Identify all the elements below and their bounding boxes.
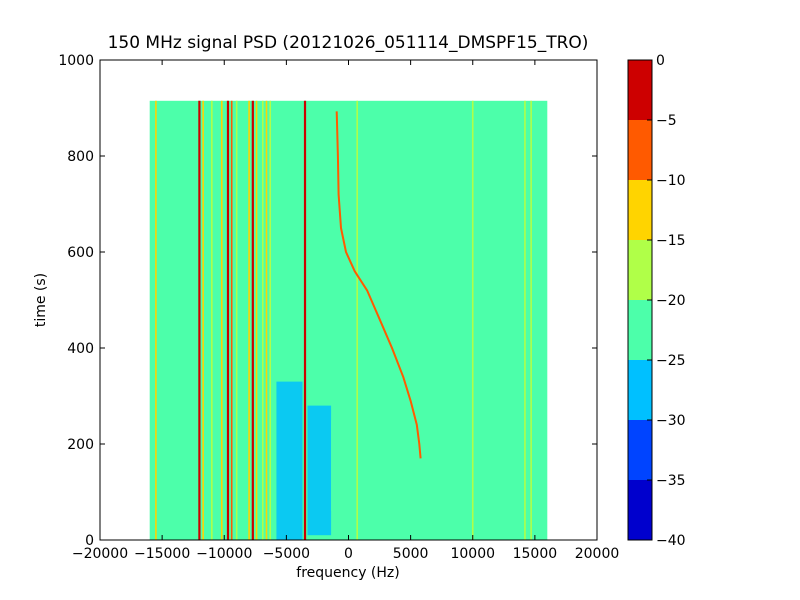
x-tick-label: −20000 [72,546,128,562]
colorbar-band-1 [628,420,652,480]
colorbar-band-4 [628,240,652,300]
x-tick-label: −15000 [134,546,190,562]
y-tick-label: 1000 [58,53,94,69]
noise-patch-0 [307,405,332,536]
colorbar-tick-label: −25 [656,353,686,369]
colorbar-band-2 [628,360,652,420]
y-tick-label: 0 [85,533,94,549]
noise-patch-2 [331,420,337,512]
x-tick-label: 0 [344,546,353,562]
x-tick-label: 20000 [575,546,620,562]
doppler-curve [335,111,422,459]
y-tick-label: 200 [67,437,94,453]
colorbar-band-5 [628,180,652,240]
colorbar-band-0 [628,480,652,540]
colorbar-tick-label: −10 [656,173,686,189]
colorbar-tick-label: −20 [656,293,686,309]
colorbar-tick-label: −30 [656,413,686,429]
y-axis: 0 200 400 600 800 1000 [58,53,597,549]
y-tick-label: 400 [67,341,94,357]
plot-area [99,59,598,541]
x-tick-label: −5000 [263,546,310,562]
colorbar-tick-label: −15 [656,233,686,249]
colorbar-band-7 [628,60,652,120]
noise-patch-1 [276,381,303,540]
y-tick-label: 600 [67,245,94,261]
colorbar-tick-label: −5 [656,113,677,129]
colorbar: 0 −5 −10 −15 −20 −25 −30 −35 −40 [627,53,686,549]
x-axis: −20000 −15000 −10000 −5000 0 5000 10000 15000 20… [72,60,619,562]
x-axis-label: frequency (Hz) [296,565,399,581]
chart-title: 150 MHz signal PSD (20121026_051114_DMSP… [108,33,589,53]
colorbar-tick-label: −40 [656,533,686,549]
x-tick-label: 5000 [393,546,429,562]
x-tick-label: −10000 [196,546,252,562]
colorbar-tick-label: 0 [656,53,665,69]
x-tick-label: 10000 [450,546,495,562]
x-tick-label: 15000 [513,546,558,562]
colorbar-tick-label: −35 [656,473,686,489]
colorbar-band-3 [628,300,652,360]
spectrogram-background [149,100,548,541]
colorbar-band-6 [628,120,652,180]
y-tick-label: 800 [67,149,94,165]
y-axis-label: time (s) [33,273,49,327]
